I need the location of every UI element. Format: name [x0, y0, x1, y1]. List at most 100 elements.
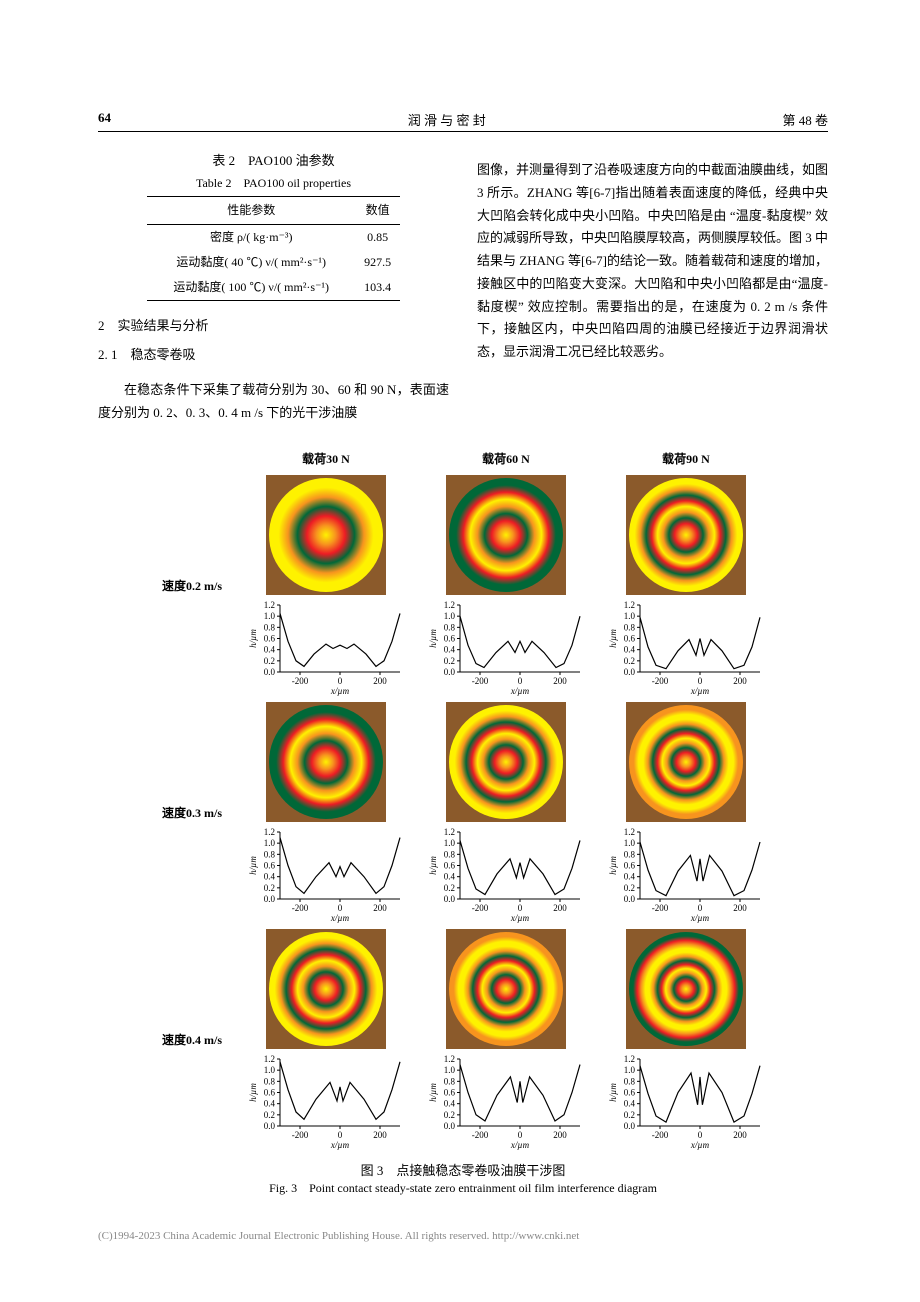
svg-text:1.0: 1.0 — [444, 838, 456, 848]
table2-caption: 表 2 PAO100 油参数 Table 2 PAO100 oil proper… — [98, 150, 449, 194]
svg-text:0.8: 0.8 — [624, 849, 636, 859]
svg-text:1.0: 1.0 — [444, 611, 456, 621]
svg-text:1.2: 1.2 — [624, 828, 635, 837]
svg-text:0.6: 0.6 — [624, 860, 636, 870]
interference-image — [626, 929, 746, 1049]
svg-text:0.0: 0.0 — [444, 894, 456, 904]
svg-text:0.4: 0.4 — [444, 644, 456, 654]
svg-text:0.4: 0.4 — [624, 871, 636, 881]
svg-text:0: 0 — [698, 903, 703, 913]
svg-text:h/µm: h/µm — [428, 855, 438, 874]
svg-text:x/µm: x/µm — [330, 1140, 350, 1150]
profile-chart: 0.00.20.40.60.81.01.2-2000200h/µmx/µm — [246, 828, 406, 923]
figure3-colhead: 载荷30 N — [302, 450, 350, 469]
svg-text:0.6: 0.6 — [624, 1087, 636, 1097]
table2-caption-en: Table 2 PAO100 oil properties — [98, 173, 449, 194]
svg-text:0.0: 0.0 — [624, 894, 636, 904]
svg-text:1.0: 1.0 — [264, 611, 276, 621]
svg-text:0: 0 — [698, 676, 703, 686]
svg-text:-200: -200 — [292, 676, 309, 686]
interference-image — [626, 702, 746, 822]
svg-text:1.0: 1.0 — [264, 838, 276, 848]
svg-text:0.2: 0.2 — [624, 883, 635, 893]
svg-text:0.4: 0.4 — [444, 1098, 456, 1108]
svg-text:1.2: 1.2 — [444, 1055, 455, 1064]
profile-chart: 0.00.20.40.60.81.01.2-2000200h/µmx/µm — [606, 601, 766, 696]
svg-text:1.0: 1.0 — [264, 1065, 276, 1075]
interference-image — [446, 702, 566, 822]
svg-text:0.2: 0.2 — [624, 1110, 635, 1120]
svg-text:x/µm: x/µm — [330, 686, 350, 696]
svg-text:1.2: 1.2 — [624, 1055, 635, 1064]
page-number: 64 — [98, 110, 111, 129]
profile-chart: 0.00.20.40.60.81.01.2-2000200h/µmx/µm — [426, 601, 586, 696]
interference-image — [626, 475, 746, 595]
svg-text:0: 0 — [518, 1130, 523, 1140]
profile-chart: 0.00.20.40.60.81.01.2-2000200h/µmx/µm — [606, 828, 766, 923]
svg-text:-200: -200 — [472, 903, 489, 913]
figure3-rowlabel: 速度0.2 m/s — [162, 577, 222, 594]
table2-head-param: 性能参数 — [147, 196, 355, 224]
svg-text:0.6: 0.6 — [624, 633, 636, 643]
svg-text:-200: -200 — [652, 676, 669, 686]
svg-text:0.8: 0.8 — [624, 622, 636, 632]
figure3-caption-cn: 图 3 点接触稳态零卷吸油膜干涉图 — [361, 1163, 566, 1178]
table2-head-value: 数值 — [355, 196, 400, 224]
interference-image — [446, 475, 566, 595]
svg-text:0.2: 0.2 — [444, 1110, 455, 1120]
svg-text:x/µm: x/µm — [690, 686, 710, 696]
figure3: 载荷30 N载荷60 N载荷90 N速度0.2 m/s0.00.20.40.60… — [153, 450, 773, 1196]
svg-text:1.0: 1.0 — [624, 1065, 636, 1075]
running-header: 64 润 滑 与 密 封 第 48 卷 — [98, 110, 828, 132]
svg-text:0.4: 0.4 — [264, 871, 276, 881]
footer-text: (C)1994-2023 China Academic Journal Elec… — [0, 1230, 920, 1242]
svg-text:200: 200 — [373, 903, 387, 913]
svg-text:0.0: 0.0 — [264, 667, 276, 677]
journal-name: 润 滑 与 密 封 — [408, 110, 486, 129]
svg-text:0.6: 0.6 — [444, 633, 456, 643]
interference-image — [266, 929, 386, 1049]
left-column: 表 2 PAO100 油参数 Table 2 PAO100 oil proper… — [98, 146, 449, 438]
svg-text:0.4: 0.4 — [624, 1098, 636, 1108]
right-column: 图像，并测量得到了沿卷吸速度方向的中截面油膜曲线，如图 3 所示。ZHANG 等… — [477, 146, 828, 438]
svg-text:0.6: 0.6 — [264, 633, 276, 643]
svg-text:h/µm: h/µm — [248, 855, 258, 874]
svg-text:200: 200 — [373, 676, 387, 686]
svg-text:200: 200 — [553, 1130, 567, 1140]
svg-text:x/µm: x/µm — [690, 1140, 710, 1150]
table-row: 运动黏度( 100 ℃) ν/( mm²·s⁻¹) — [147, 275, 355, 301]
svg-text:0.2: 0.2 — [444, 656, 455, 666]
svg-text:1.0: 1.0 — [624, 838, 636, 848]
svg-text:0.6: 0.6 — [264, 1087, 276, 1097]
svg-text:0: 0 — [518, 676, 523, 686]
svg-text:x/µm: x/µm — [510, 913, 530, 923]
svg-text:0.0: 0.0 — [444, 1121, 456, 1131]
profile-chart: 0.00.20.40.60.81.01.2-2000200h/µmx/µm — [426, 828, 586, 923]
svg-text:0.6: 0.6 — [444, 860, 456, 870]
svg-text:0.0: 0.0 — [264, 894, 276, 904]
svg-text:0.2: 0.2 — [264, 883, 275, 893]
svg-text:h/µm: h/µm — [608, 628, 618, 647]
svg-text:1.0: 1.0 — [624, 611, 636, 621]
svg-text:200: 200 — [733, 903, 747, 913]
svg-text:-200: -200 — [292, 903, 309, 913]
profile-chart: 0.00.20.40.60.81.01.2-2000200h/µmx/µm — [606, 1055, 766, 1150]
table-row: 密度 ρ/( kg·m⁻³) — [147, 224, 355, 250]
table2-caption-cn: 表 2 PAO100 油参数 — [212, 153, 334, 168]
svg-text:x/µm: x/µm — [510, 686, 530, 696]
svg-text:0.4: 0.4 — [264, 1098, 276, 1108]
table-row: 0.85 — [355, 224, 400, 250]
svg-text:0.2: 0.2 — [264, 656, 275, 666]
svg-text:0.8: 0.8 — [624, 1076, 636, 1086]
profile-chart: 0.00.20.40.60.81.01.2-2000200h/µmx/µm — [246, 601, 406, 696]
svg-text:0: 0 — [518, 903, 523, 913]
svg-text:1.2: 1.2 — [444, 601, 455, 610]
svg-text:0: 0 — [338, 676, 343, 686]
volume: 第 48 卷 — [782, 110, 828, 129]
svg-text:0.2: 0.2 — [624, 656, 635, 666]
svg-text:0.2: 0.2 — [444, 883, 455, 893]
svg-text:0.8: 0.8 — [264, 849, 276, 859]
svg-text:-200: -200 — [652, 1130, 669, 1140]
svg-text:0.8: 0.8 — [444, 849, 456, 859]
svg-text:-200: -200 — [472, 1130, 489, 1140]
